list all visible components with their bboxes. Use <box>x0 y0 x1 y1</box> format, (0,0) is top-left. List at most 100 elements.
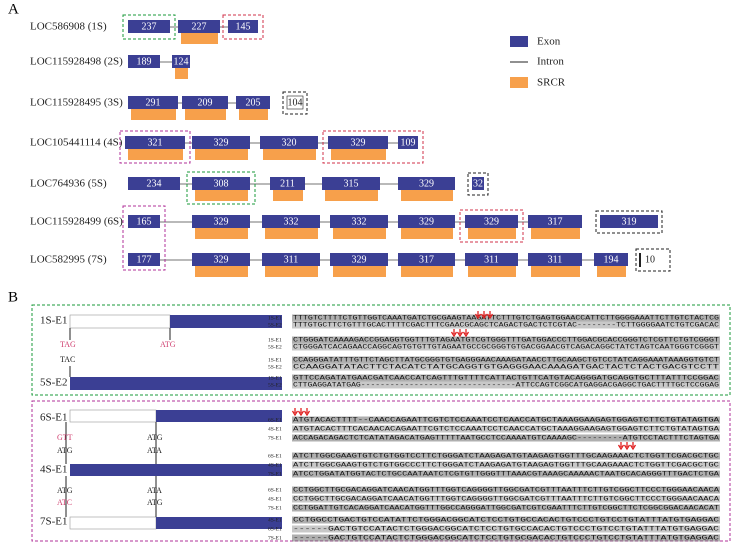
exon <box>128 20 170 33</box>
srcr-domain <box>401 227 453 239</box>
exon-length: 315 <box>344 178 359 189</box>
srcr-domain <box>333 227 386 239</box>
alignment-shade <box>292 374 720 382</box>
exon-length: 194 <box>604 254 619 265</box>
codon: ATG <box>147 433 163 442</box>
exon <box>528 215 582 228</box>
sequence: ------GACTGTCCATACTCTGGGACGGCATCTCCTGTGC… <box>293 526 720 533</box>
exon-length: 332 <box>284 216 299 227</box>
highlight-box <box>635 248 671 272</box>
alignment-shade <box>292 314 720 322</box>
alignment-shade <box>292 356 720 364</box>
exon <box>156 410 282 422</box>
srcr-domain <box>468 227 516 239</box>
sequence-name: 5S-E2 <box>268 364 282 370</box>
alignment-shade <box>292 425 720 433</box>
alignment-shade <box>292 363 720 371</box>
exon-length: 329 <box>419 216 434 227</box>
exon <box>156 464 282 476</box>
codon: ATG <box>57 446 73 455</box>
site-arrow <box>450 329 458 338</box>
exon-length: 329 <box>351 137 366 148</box>
srcr-domain <box>401 265 453 277</box>
exon <box>172 55 190 68</box>
codon: ATA <box>147 486 162 495</box>
sequence-name: 1S-E1 <box>268 357 282 363</box>
codon: ATC <box>57 498 72 507</box>
exon <box>170 315 282 328</box>
gene-label: LOC115928499 (6S) <box>30 216 123 228</box>
legend-swatch <box>510 77 528 88</box>
exon <box>528 253 582 266</box>
codon: TAC <box>60 355 75 364</box>
site-arrow <box>629 442 637 451</box>
sequence: CCTGGCTTGCGACAGGATCAACATGGTTTGGTCAGGGGTT… <box>293 496 720 503</box>
highlight-box <box>122 14 176 40</box>
exon <box>472 177 484 190</box>
highlight-box <box>222 14 264 40</box>
sequence-name: 5S-E2 <box>268 382 282 388</box>
exon <box>70 464 156 476</box>
sequence: TTTGTGCTTCTGTTTGCACTTTTCGACTTTCGAACGCAGC… <box>293 322 720 329</box>
exon-length: 317 <box>419 254 434 265</box>
exon <box>398 215 455 228</box>
exon-length: 237 <box>142 21 157 32</box>
sequence-name: 7S-E1 <box>268 535 282 541</box>
utr <box>69 409 157 423</box>
codon: ATG <box>147 498 163 507</box>
srcr-domain <box>597 265 626 277</box>
exon-length: 329 <box>352 254 367 265</box>
sequence-name: 1S-E1 <box>268 337 282 343</box>
highlight-box <box>282 91 308 115</box>
exon-length: 329 <box>214 254 229 265</box>
alignment-shade <box>292 321 720 329</box>
exon-label: 7S-E1 <box>40 516 68 528</box>
highlight-box <box>459 209 524 243</box>
codon: ATG <box>57 486 73 495</box>
exon-label: 1S-E1 <box>40 315 68 327</box>
srcr-domain <box>195 148 248 160</box>
exon-length: 329 <box>484 216 499 227</box>
exon-length: 329 <box>214 137 229 148</box>
exon-length: 319 <box>622 216 637 227</box>
legend-label: Intron <box>537 56 564 68</box>
exon-length: 332 <box>352 216 367 227</box>
exon-length: 320 <box>282 137 297 148</box>
exon-length: 32 <box>473 178 483 189</box>
exon <box>125 136 185 149</box>
srcr-domain <box>195 189 248 201</box>
sequence: CCTGGCTTGCGACAGGATCAACATGGTTTGGTCAGGGGTT… <box>293 487 720 494</box>
alignment-shade <box>292 461 720 469</box>
exon-length: 145 <box>236 21 251 32</box>
legend-label: Exon <box>537 36 561 48</box>
site-arrow <box>456 329 464 338</box>
exon <box>262 215 320 228</box>
sequence: CTGGGATCAAAAGACCGGAGGTGGTTTGTAGAATGTCGTG… <box>293 337 720 344</box>
sequence: ATCCTGGATATGGTACTCTGCCAATAATCTCGTGTTGGGT… <box>293 471 720 478</box>
srcr-domain <box>273 189 303 201</box>
sequence-name: 6S-E1 <box>268 453 282 459</box>
srcr-domain <box>128 148 183 160</box>
alignment-shade <box>292 434 720 442</box>
alignment-shade <box>292 343 720 351</box>
sequence: CCAGGGATATTTGTTCTAGCTTATGCGGGTGTGAGGGAAC… <box>293 357 720 364</box>
srcr-domain <box>401 189 453 201</box>
exon <box>398 253 455 266</box>
sequence-name: 5S-E2 <box>268 344 282 350</box>
codon: TAG <box>60 340 76 349</box>
site-arrow <box>474 311 482 320</box>
srcr-domain <box>468 265 516 277</box>
exon <box>228 20 258 33</box>
sequence: TTTGTCTTTTCTGTTGGTCAAATGATCTGCGAAGTAAGAT… <box>293 315 720 322</box>
exon-length: 317 <box>548 216 563 227</box>
exon <box>330 253 388 266</box>
highlight-box <box>467 172 489 196</box>
sequence: CCTGGCCTGACTGTCCATATTCTGGGACGGCATCTCCTGT… <box>293 517 720 524</box>
site-arrow <box>291 408 299 417</box>
codon: ATA <box>147 446 162 455</box>
srcr-domain <box>181 32 218 44</box>
exon-length: 205 <box>246 97 261 108</box>
exon-length: 124 <box>174 56 189 67</box>
exon-length: 291 <box>146 97 161 108</box>
alignment-shade <box>292 416 720 424</box>
